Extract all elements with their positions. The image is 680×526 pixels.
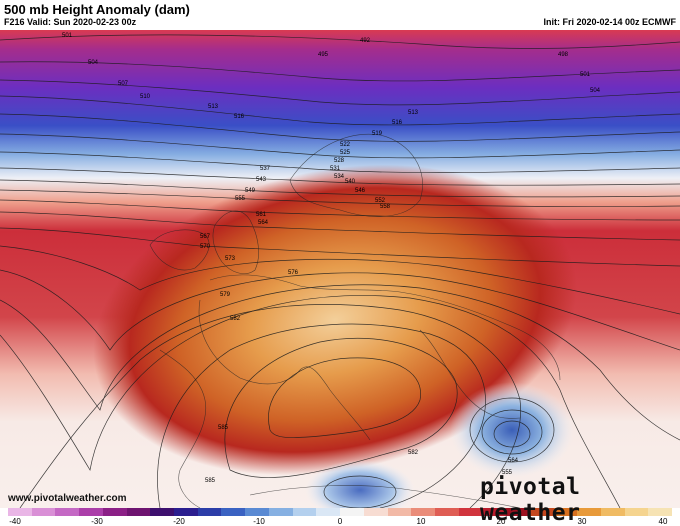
contour-label: 546 [355, 188, 366, 194]
colorbar-tick: -40 [9, 517, 21, 526]
contour-label: 549 [245, 188, 256, 194]
contour-label: 513 [208, 104, 219, 110]
contour-label: 555 [235, 196, 246, 202]
contour-label: 501 [580, 72, 591, 78]
colorbar-swatch [268, 508, 293, 516]
colorbar-swatch [387, 508, 412, 516]
colorbar-swatch [221, 508, 246, 516]
colorbar-swatch [55, 508, 80, 516]
contour-label: 582 [230, 316, 241, 322]
contour-label: 552 [375, 198, 386, 204]
colorbar-swatch [150, 508, 175, 516]
colorbar-tick: -20 [173, 517, 185, 526]
contour-label: 555 [502, 470, 513, 476]
colorbar-swatch [577, 508, 601, 516]
contour-label: 513 [408, 110, 419, 116]
colorbar-swatch [8, 508, 32, 516]
contour-label: 498 [558, 52, 569, 58]
header-bar: 500 mb Height Anomaly (dam) F216 Valid: … [0, 0, 680, 30]
contour-label: 561 [256, 212, 267, 218]
contour-label: 528 [334, 158, 345, 164]
contour-label: 522 [340, 142, 351, 148]
colorbar: -40 -30 -20 -10 0 10 20 30 40 [0, 508, 680, 526]
colorbar-tick: 40 [658, 517, 668, 526]
colorbar-swatch [363, 508, 388, 516]
contour-label: 576 [288, 270, 299, 276]
colorbar-strip [8, 508, 673, 516]
contour-label: 507 [118, 81, 129, 87]
contour-label: 504 [88, 60, 99, 66]
contour-label: 516 [392, 120, 403, 126]
colorbar-swatch [600, 508, 625, 516]
coastlines [149, 133, 561, 508]
colorbar-swatch [458, 508, 483, 516]
colorbar-tick: 20 [496, 517, 506, 526]
colorbar-tick: -30 [91, 517, 103, 526]
southern-low-anomaly [305, 460, 415, 508]
contour-label: 537 [260, 166, 271, 172]
colorbar-swatch [411, 508, 435, 516]
init-time: Init: Fri 2020-02-14 00z ECMWF [543, 17, 676, 27]
contour-label: 564 [258, 220, 269, 226]
contour-label: 510 [140, 94, 151, 100]
contour-label: 504 [590, 88, 601, 94]
colorbar-swatch [482, 508, 507, 516]
contour-labels: 501 504 492 495 498 501 504 507 510 513 … [62, 33, 601, 484]
height-anomaly-map: 501 504 492 495 498 501 504 507 510 513 … [0, 30, 680, 508]
colorbar-swatch [506, 508, 530, 516]
contour-label: 534 [334, 174, 345, 180]
contour-label: 525 [340, 150, 351, 156]
ridge-anomaly [93, 164, 577, 476]
height-contours [0, 34, 680, 508]
contour-label: 492 [360, 38, 371, 44]
colorbar-swatch [102, 508, 127, 516]
cutoff-low-anomaly [450, 382, 574, 478]
colorbar-swatch [316, 508, 341, 516]
contour-label: 501 [62, 33, 73, 39]
contour-label: 558 [380, 204, 391, 210]
contour-label: 570 [200, 244, 211, 250]
contour-label: 495 [318, 52, 329, 58]
contour-label: 582 [408, 450, 419, 456]
contour-label: 585 [205, 478, 216, 484]
colorbar-tick: 10 [416, 517, 426, 526]
colorbar-tick: 30 [577, 517, 587, 526]
valid-time: F216 Valid: Sun 2020-02-23 00z [4, 17, 137, 27]
map-title: 500 mb Height Anomaly (dam) [4, 2, 190, 17]
colorbar-tick: 0 [337, 517, 343, 526]
colorbar-swatch [434, 508, 459, 516]
colorbar-swatch [340, 508, 364, 516]
contour-label: 567 [200, 234, 211, 240]
contour-label: 519 [372, 131, 383, 137]
colorbar-swatch [126, 508, 151, 516]
colorbar-swatch [648, 508, 673, 516]
colorbar-tick: -10 [253, 517, 265, 526]
contour-label: 531 [330, 166, 341, 172]
colorbar-swatch [624, 508, 649, 516]
contour-label: 543 [256, 177, 267, 183]
colorbar-swatch [31, 508, 56, 516]
colorbar-swatch [174, 508, 198, 516]
contour-label: 564 [508, 458, 519, 464]
brand-logo: pivotal weather [480, 474, 581, 526]
colorbar-swatch [79, 508, 103, 516]
contour-label: 585 [218, 425, 229, 431]
colorbar-swatch [292, 508, 317, 516]
contour-label: 579 [220, 292, 231, 298]
contour-label: 516 [234, 114, 245, 120]
colorbar-swatch [245, 508, 269, 516]
colorbar-swatch [529, 508, 554, 516]
colorbar-swatch [553, 508, 578, 516]
colorbar-swatch [197, 508, 222, 516]
contour-label: 573 [225, 256, 236, 262]
website-credit[interactable]: www.pivotalweather.com [8, 493, 127, 504]
contour-label: 540 [345, 179, 356, 185]
